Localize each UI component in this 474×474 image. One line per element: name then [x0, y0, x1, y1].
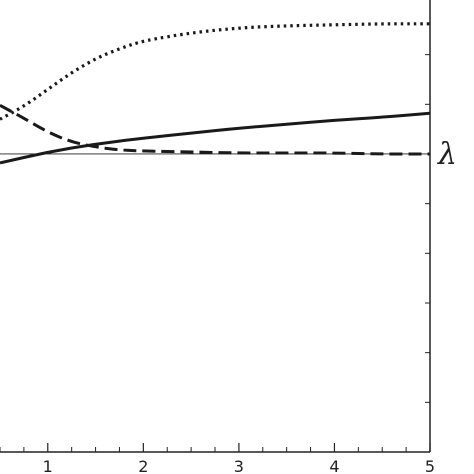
labels-layer: 1 2 3 4 5	[43, 457, 435, 474]
series-line-dotted	[0, 22, 430, 121]
series-line-dashed	[0, 103, 430, 156]
series-layer	[0, 22, 431, 165]
x-tick-label: 2	[138, 457, 148, 474]
series-line-solid	[0, 111, 431, 165]
x-tick-label: 3	[234, 457, 244, 474]
x-tick-label: 4	[329, 457, 339, 474]
axes	[0, 0, 431, 453]
x-tick-label: 5	[425, 457, 435, 474]
x-tick-label: 1	[43, 457, 53, 474]
lambda-label: λ	[437, 137, 457, 172]
minor-ticks	[0, 54, 430, 453]
